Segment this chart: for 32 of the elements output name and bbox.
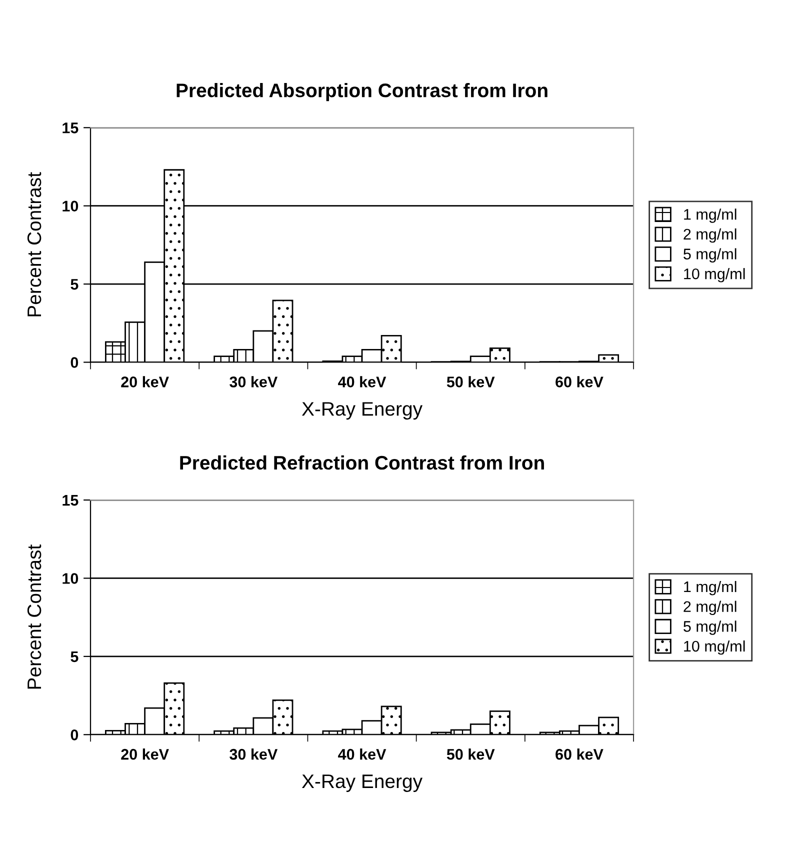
x-tick-label: 50 keV <box>446 376 495 388</box>
x-tick-label: 60 keV <box>556 748 604 760</box>
legend-label: 1 mg/ml <box>684 580 736 596</box>
x-tick-label: 30 keV <box>230 748 278 760</box>
legend-label: 10 mg/ml <box>684 640 745 655</box>
legend-label: 2 mg/ml <box>684 228 736 243</box>
legend-label: 10 mg/ml <box>684 268 745 282</box>
y-tick-label: 0 <box>70 729 78 740</box>
y-tick-label: 5 <box>70 279 78 290</box>
legend-label: 5 mg/ml <box>684 620 736 635</box>
y-tick-label: 15 <box>62 122 78 134</box>
y-tick-label: 5 <box>70 651 78 662</box>
y-axis-title: Percent Contrast <box>27 172 42 316</box>
x-axis-title: X-Ray Energy <box>302 774 423 792</box>
y-tick-label: 10 <box>62 200 78 212</box>
x-tick-label: 40 keV <box>338 376 386 388</box>
chart-title: Predicted Absorption Contrast from Iron <box>176 83 548 102</box>
chart-title: Predicted Refraction Contrast from Iron <box>180 455 544 470</box>
y-tick-label: 10 <box>62 573 78 584</box>
x-tick-label: 20 keV <box>121 376 169 388</box>
y-tick-label: 15 <box>62 495 78 506</box>
y-tick-label: 0 <box>70 357 78 368</box>
x-tick-label: 60 keV <box>556 376 604 388</box>
x-tick-label: 30 keV <box>230 376 278 388</box>
legend-label: 2 mg/ml <box>684 600 736 616</box>
x-tick-label: 40 keV <box>338 748 386 760</box>
y-axis-title: Percent Contrast <box>27 544 42 689</box>
x-tick-label: 50 keV <box>446 748 495 760</box>
x-tick-label: 20 keV <box>121 748 169 760</box>
legend-label: 5 mg/ml <box>684 248 736 262</box>
legend-label: 1 mg/ml <box>684 208 736 223</box>
x-axis-title: X-Ray Energy <box>302 402 423 420</box>
